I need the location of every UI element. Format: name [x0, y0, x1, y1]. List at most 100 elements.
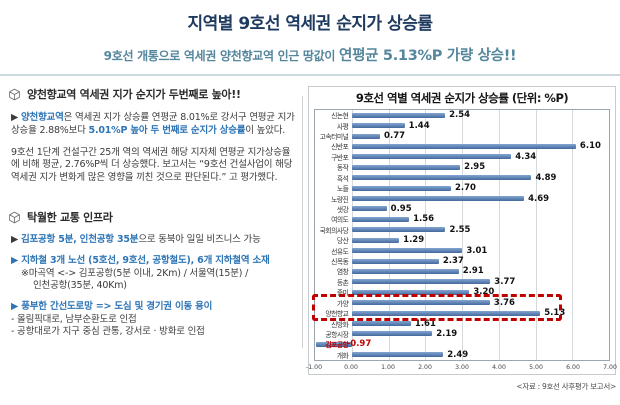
chart-x-axis: -1.00 0.00 1.00 2.00 3.00 4.00 5.00 6.00 7.00 — [306, 362, 617, 373]
bar-value-label: 2.37 — [442, 255, 464, 266]
bar — [351, 196, 525, 202]
axis-tick-label: 6.00 — [566, 364, 580, 371]
bar-value-label: 3.01 — [466, 245, 488, 256]
bar — [351, 143, 576, 149]
bar — [351, 133, 381, 139]
bar — [351, 258, 439, 264]
gridline — [351, 110, 353, 360]
section1-heading: 양천향교역 역세권 지가 순지가 두번째로 높아!! — [8, 86, 298, 102]
road-detail-line: - 공항대로가 지구 중심 관통, 강서로 · 방화로 인접 — [11, 326, 205, 338]
page-subtitle: 9호선 개통으로 역세권 양천향교역 인근 땅값이 연평균 5.13%P 가량 … — [0, 44, 620, 65]
bar-category-label: 국회의사당 — [319, 226, 349, 235]
gridline — [572, 110, 574, 360]
bar-category-label: 선유도 — [331, 247, 349, 256]
bar — [351, 279, 491, 285]
bar — [351, 112, 446, 118]
airport-time-emphasis: 김포공항 5분, 인천공항 35분 — [20, 234, 139, 246]
paragraph-text: 은 역세권 지가 상승률 연평균 8.01%로 강서구 연평균 지가상승율 2.… — [11, 112, 295, 136]
bar-category-label: 신목동 — [331, 258, 349, 267]
bar-category-label: 양천향교 — [325, 310, 349, 319]
bar-value-label: 2.19 — [436, 328, 458, 339]
bar-value-label: 4.69 — [528, 193, 550, 204]
bar-value-label: 3.77 — [494, 276, 516, 287]
bar-category-label: 신반포 — [331, 143, 349, 152]
bar-value-label: 3.20 — [473, 287, 495, 298]
gridline — [425, 110, 427, 360]
bar-value-label: -0.97 — [346, 339, 372, 350]
axis-tick-label: 7.00 — [603, 364, 617, 371]
bar-category-label: 가양 — [336, 299, 349, 308]
bar — [351, 237, 400, 243]
section1-paragraph2: 9호선 1단계 건설구간 25개 역의 역세권 해당 지자체 연평균 지가상승율… — [11, 146, 293, 184]
section2-heading-text: 탁월한 교통 인프라 — [27, 211, 113, 225]
subway-lines-emphasis: ▶ 지하철 3개 노선 (5호선, 9호선, 공항철도), 6개 지하철역 소재 — [11, 255, 270, 267]
left-column: 양천향교역 역세권 지가 순지가 두번째로 높아!! ▶ 양천향교역은 역세권 … — [8, 86, 298, 338]
chart-source-note: <자료 : 9호선 사후평가 보고서> — [516, 382, 616, 391]
bar-category-label: 신논현 — [331, 112, 349, 121]
bar-value-label: 4.34 — [515, 151, 537, 162]
bar-category-label: 흑석 — [336, 174, 349, 183]
bar — [351, 289, 470, 295]
bar-chart: 9호선 역별 역세권 순지가 상승률 (단위: %P) 신논현 2.54 사평 1.4… — [306, 86, 617, 375]
chart-plot-area: 신논현 2.54 사평 1.44 고속터미널 0.77 신반포 6.10 구반포 4.34 동작 2.… — [312, 109, 610, 361]
bar-category-label: 노들 — [336, 185, 349, 194]
subway-detail-line: ※마곡역 <-> 김포공항(5분 이내, 2Km) / 서울역(15분) / — [21, 267, 249, 279]
chart-title: 9호선 역별 역세권 순지가 상승률 (단위: %P) — [355, 91, 569, 105]
bar — [351, 123, 405, 129]
stat-emphasis: 5.01%P 높아 두 번째로 순지가 상승률 — [88, 124, 246, 136]
bar-value-label: 0.95 — [390, 203, 412, 214]
gridline — [535, 110, 537, 360]
bar — [351, 248, 463, 254]
bar — [351, 331, 433, 337]
bar — [351, 154, 512, 160]
bar — [351, 185, 451, 191]
bar-category-label: 사평 — [336, 122, 349, 131]
road-detail-line: - 올림픽대로, 남부순환도로 인접 — [11, 313, 137, 325]
bar-value-label: 2.55 — [449, 224, 471, 235]
bar-value-label: 1.61 — [414, 318, 436, 329]
bar — [351, 227, 446, 233]
bar-category-label: 여의도 — [331, 216, 349, 225]
axis-tick-label: 3.00 — [455, 364, 469, 371]
bar-category-label: 노량진 — [331, 195, 349, 204]
subtitle-emphasis: 연평균 5.13%P 가량 상승!! — [339, 48, 517, 64]
gridline — [388, 110, 390, 360]
bar-category-label: 동작 — [336, 164, 349, 173]
page-title: 지역별 9호선 역세권 순지가 상승률 — [187, 14, 433, 34]
transport-bullet-2: ▶ 지하철 3개 노선 (5호선, 9호선, 공항철도), 6개 지하철역 소재… — [11, 255, 298, 292]
axis-tick-label: 1.00 — [381, 364, 395, 371]
bar-category-label: 신방화 — [331, 320, 349, 329]
bar-value-label: 2.91 — [462, 266, 484, 277]
bar-category-label: 등촌 — [336, 278, 349, 287]
bar — [316, 341, 352, 347]
bar-value-label: 3.76 — [493, 297, 515, 308]
bar-value-label: 2.95 — [464, 162, 486, 173]
paragraph-text: 이 높았다. — [245, 124, 286, 136]
bar-value-label: 4.89 — [535, 172, 557, 183]
bar-value-label: 2.70 — [454, 182, 476, 193]
bar-value-label: 1.44 — [408, 120, 430, 131]
column-divider — [302, 96, 303, 348]
bar-value-label: 6.10 — [579, 141, 601, 152]
road-network-emphasis: ▶ 풍부한 간선도로망 => 도심 및 경기권 이동 용이 — [11, 301, 213, 313]
bar-category-label: 염창 — [336, 268, 349, 277]
section1-heading-text: 양천향교역 역세권 지가 순지가 두번째로 높아!! — [27, 88, 241, 101]
axis-tick-label: 0.00 — [344, 364, 358, 371]
bar — [351, 216, 410, 222]
transport-bullet-1: ▶ 김포공항 5분, 인천공항 35분으로 동북아 일일 비즈니스 가능 — [11, 234, 298, 246]
axis-tick-label: 5.00 — [529, 364, 543, 371]
bar-category-label: 당산 — [336, 237, 349, 246]
section2-heading: 탁월한 교통 인프라 — [8, 209, 298, 225]
highlight-box — [312, 293, 563, 322]
axis-tick-label: 2.00 — [418, 364, 432, 371]
bullet-text: 으로 동북아 일일 비즈니스 가능 — [138, 234, 261, 246]
bar-category-label: 공항시장 — [325, 330, 349, 339]
bar — [351, 300, 490, 306]
axis-tick-label: -1.00 — [305, 364, 323, 371]
bar-category-label: 김포공항 — [325, 341, 349, 350]
bar — [351, 164, 461, 170]
subtitle-text: 9호선 개통으로 역세권 양천향교역 인근 땅값이 — [103, 49, 340, 63]
bar-value-label: 0.77 — [384, 130, 406, 141]
bullet-arrow: ▶ — [11, 234, 21, 246]
